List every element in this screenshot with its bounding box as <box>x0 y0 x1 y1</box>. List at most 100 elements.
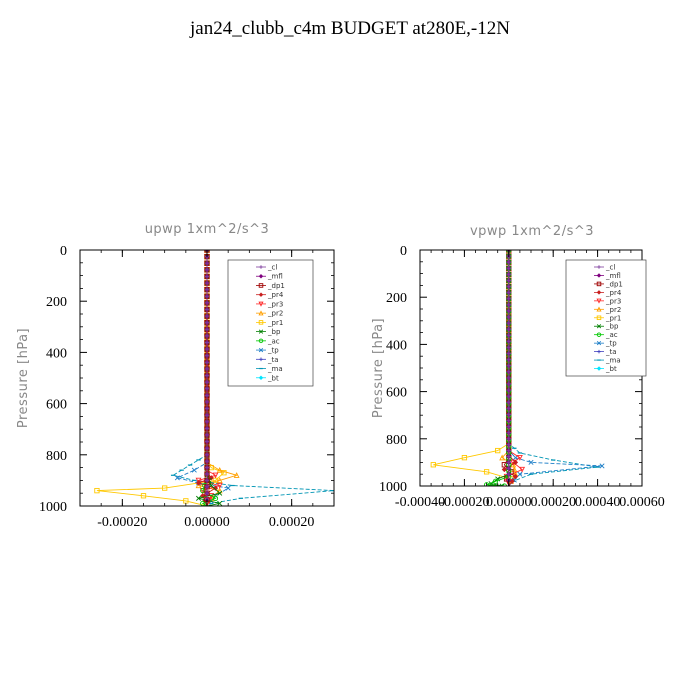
legend: _cl_mfl_dp1_pr4_pr3_pr2_pr1_bp_ac_tp_ta_… <box>565 259 647 377</box>
data-point-cl <box>204 280 210 286</box>
data-point-cl <box>204 406 210 411</box>
data-point-bp <box>196 495 202 501</box>
y-tick-label: 600 <box>46 398 67 413</box>
data-point-cl <box>506 357 511 362</box>
data-point-cl <box>506 442 511 447</box>
legend-label: _ac <box>605 331 618 339</box>
data-point-cl <box>204 399 210 405</box>
y-tick-label: 0 <box>400 244 407 259</box>
legend-label: _pr1 <box>605 314 621 322</box>
data-point-cl <box>506 314 511 320</box>
legend-marker <box>596 366 602 371</box>
legend-label: _ac <box>267 337 280 345</box>
legend-label: _ta <box>267 356 279 364</box>
data-point-cl <box>506 448 511 453</box>
data-point-cl <box>506 393 511 399</box>
legend-label: _pr4 <box>605 289 622 297</box>
y-tick-label: 0 <box>60 244 67 259</box>
legend-label: _pr1 <box>267 319 283 327</box>
data-point-cl <box>204 333 210 339</box>
legend-marker <box>259 357 263 362</box>
data-point-cl <box>506 351 511 356</box>
data-point-pr4 <box>512 473 519 480</box>
data-point-bp <box>217 500 223 506</box>
data-point-ac <box>483 482 490 486</box>
legend-marker <box>258 274 264 279</box>
series-group <box>430 250 605 486</box>
legend-label: _mfl <box>267 273 283 281</box>
data-point-pr2 <box>216 477 223 484</box>
data-point-pr3 <box>516 455 523 461</box>
data-point-cl <box>506 320 511 326</box>
data-point-cl <box>506 345 511 350</box>
data-point-pr1 <box>430 462 436 468</box>
data-point-cl <box>204 445 210 451</box>
data-point-cl <box>204 452 210 457</box>
data-point-cl <box>506 460 511 465</box>
data-point-cl <box>506 296 511 301</box>
data-point-cl <box>204 439 210 444</box>
legend-label: _pr3 <box>605 297 621 305</box>
data-point-cl <box>204 484 210 489</box>
data-point-cl <box>506 412 511 417</box>
data-point-pr3 <box>212 472 219 479</box>
legend: _cl_mfl_dp1_pr4_pr3_pr2_pr1_bp_ac_tp_ta_… <box>227 259 314 387</box>
data-point-cl <box>506 308 511 314</box>
legend-label: _pr3 <box>267 300 283 308</box>
data-point-pr4 <box>208 475 214 481</box>
data-point-cl <box>204 459 210 464</box>
legend-marker <box>258 347 264 353</box>
data-point-tp <box>599 463 605 469</box>
data-point-pr4 <box>501 466 507 473</box>
legend-marker <box>259 265 263 269</box>
data-point-cl <box>506 424 511 429</box>
data-point-cl <box>204 373 210 378</box>
data-point-cl <box>506 278 511 283</box>
legend-label: _pr4 <box>267 291 284 299</box>
x-tick-label: -0.00020 <box>439 495 489 510</box>
y-tick-label: 200 <box>46 295 67 310</box>
legend-marker <box>596 324 602 329</box>
legend-marker <box>596 341 602 346</box>
data-point-pr4 <box>212 485 219 491</box>
data-point-bp <box>208 483 214 489</box>
legend-marker <box>596 306 602 312</box>
legend-marker <box>596 273 602 278</box>
data-point-cl <box>204 471 210 477</box>
data-point-pr1 <box>94 487 100 494</box>
legend-marker <box>597 265 601 269</box>
legend-label: _pr2 <box>605 306 621 314</box>
y-tick-label: 600 <box>386 386 407 401</box>
data-point-cl <box>506 387 511 393</box>
data-point-cl <box>506 272 511 277</box>
data-point-cl <box>204 465 210 470</box>
data-point-cl <box>506 430 511 435</box>
panel-title: upwp 1xm^2/s^3 <box>145 222 270 237</box>
data-point-cl <box>204 478 210 483</box>
legend-marker <box>258 283 264 288</box>
y-tick-label: 400 <box>46 346 67 361</box>
data-point-pr1 <box>461 455 468 461</box>
data-point-cl <box>204 327 210 332</box>
legend-label: _pr2 <box>267 310 283 318</box>
data-point-cl <box>204 267 210 273</box>
legend-marker <box>258 292 264 297</box>
data-point-pr2 <box>195 482 202 489</box>
legend-marker <box>258 329 264 334</box>
data-point-cl <box>204 313 210 319</box>
legend-label: _tp <box>605 340 617 348</box>
data-point-bp <box>499 483 505 486</box>
data-point-cl <box>204 274 210 279</box>
x-tick-label: -0.00040 <box>395 495 445 510</box>
data-point-cl <box>204 340 210 345</box>
data-point-cl <box>506 259 511 265</box>
data-point-cl <box>204 393 210 398</box>
series-group <box>94 250 334 506</box>
y-axis-title: Pressure [hPa] <box>16 328 31 428</box>
data-point-cl <box>204 307 210 312</box>
data-point-cl <box>506 302 511 308</box>
data-point-cl <box>204 426 210 431</box>
data-point-cl <box>506 284 511 289</box>
legend-label: _bt <box>267 374 279 382</box>
